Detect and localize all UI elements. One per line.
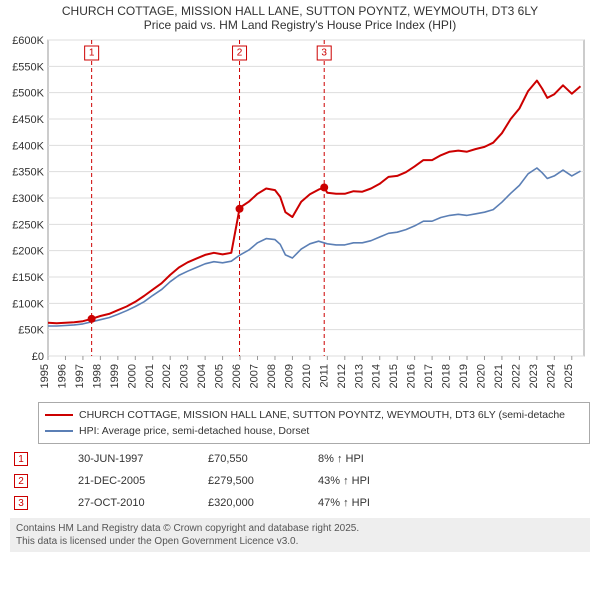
line-chart: £0 £50K £100K £150K £200K £250K £300K £350K £400… [0,34,600,396]
marker-pct: 47% ↑ HPI [318,497,418,509]
svg-text:2019: 2019 [458,364,470,388]
footer-line: Contains HM Land Registry data © Crown c… [16,522,584,535]
footer-line: This data is licensed under the Open Gov… [16,535,584,548]
svg-text:£600K: £600K [12,35,44,47]
legend-swatch [45,430,73,432]
svg-text:£300K: £300K [12,193,44,205]
attribution-footer: Contains HM Land Registry data © Crown c… [10,518,590,552]
marker-badge: 2 [14,474,28,488]
svg-text:2005: 2005 [214,364,226,388]
svg-text:£100K: £100K [12,298,44,310]
svg-text:2008: 2008 [266,364,278,388]
legend-item-blue: HPI: Average price, semi-detached house,… [45,423,583,439]
table-row: 2 21-DEC-2005 £279,500 43% ↑ HPI [14,470,590,492]
svg-text:2003: 2003 [179,364,191,388]
marker-badge: 1 [14,452,28,466]
legend-label: CHURCH COTTAGE, MISSION HALL LANE, SUTTO… [79,409,565,421]
svg-text:2010: 2010 [301,364,313,388]
svg-text:£400K: £400K [12,140,44,152]
svg-text:2011: 2011 [318,364,330,388]
title-line-1: CHURCH COTTAGE, MISSION HALL LANE, SUTTO… [10,4,590,18]
marker-price: £279,500 [208,475,318,487]
chart-title-block: CHURCH COTTAGE, MISSION HALL LANE, SUTTO… [0,0,600,34]
svg-text:1: 1 [89,48,95,59]
svg-text:2014: 2014 [371,364,383,388]
marker-price: £320,000 [208,497,318,509]
marker-date: 21-DEC-2005 [78,475,208,487]
svg-text:2023: 2023 [528,364,540,388]
svg-text:2016: 2016 [406,364,418,388]
marker-date: 30-JUN-1997 [78,453,208,465]
svg-text:2022: 2022 [510,364,522,388]
svg-text:2017: 2017 [423,364,435,388]
svg-text:2025: 2025 [563,364,575,388]
svg-text:1996: 1996 [56,364,68,388]
svg-text:2: 2 [237,48,243,59]
svg-text:2004: 2004 [196,364,208,388]
svg-text:2020: 2020 [475,364,487,388]
svg-text:2013: 2013 [353,364,365,388]
legend-label: HPI: Average price, semi-detached house,… [79,425,309,437]
svg-text:1995: 1995 [39,364,51,388]
svg-text:£450K: £450K [12,114,44,126]
svg-text:2009: 2009 [283,364,295,388]
svg-text:£200K: £200K [12,246,44,258]
svg-text:£250K: £250K [12,219,44,231]
svg-text:2002: 2002 [161,364,173,388]
legend-item-red: CHURCH COTTAGE, MISSION HALL LANE, SUTTO… [45,407,583,423]
svg-text:1998: 1998 [91,364,103,388]
svg-text:2021: 2021 [493,364,505,388]
marker-pct: 8% ↑ HPI [318,453,418,465]
table-row: 3 27-OCT-2010 £320,000 47% ↑ HPI [14,492,590,514]
svg-text:£350K: £350K [12,167,44,179]
svg-text:2006: 2006 [231,364,243,388]
svg-text:2018: 2018 [441,364,453,388]
title-line-2: Price paid vs. HM Land Registry's House … [10,18,590,32]
marker-price: £70,550 [208,453,318,465]
svg-text:2001: 2001 [144,364,156,388]
sales-marker-table: 1 30-JUN-1997 £70,550 8% ↑ HPI 2 21-DEC-… [14,448,590,514]
svg-text:£0: £0 [32,351,44,363]
table-row: 1 30-JUN-1997 £70,550 8% ↑ HPI [14,448,590,470]
marker-badge: 3 [14,496,28,510]
marker-pct: 43% ↑ HPI [318,475,418,487]
svg-text:2000: 2000 [126,364,138,388]
svg-text:2015: 2015 [388,364,400,388]
svg-text:£500K: £500K [12,88,44,100]
legend-swatch [45,414,73,416]
svg-text:£550K: £550K [12,61,44,73]
chart-area: £0 £50K £100K £150K £200K £250K £300K £350K £400… [0,34,600,396]
svg-text:1999: 1999 [109,364,121,388]
svg-text:1997: 1997 [74,364,86,388]
svg-text:3: 3 [321,48,327,59]
marker-date: 27-OCT-2010 [78,497,208,509]
svg-text:2012: 2012 [336,364,348,388]
legend: CHURCH COTTAGE, MISSION HALL LANE, SUTTO… [38,402,590,444]
svg-text:2024: 2024 [545,364,557,388]
svg-text:£150K: £150K [12,272,44,284]
svg-text:2007: 2007 [249,364,261,388]
svg-text:£50K: £50K [18,325,44,337]
